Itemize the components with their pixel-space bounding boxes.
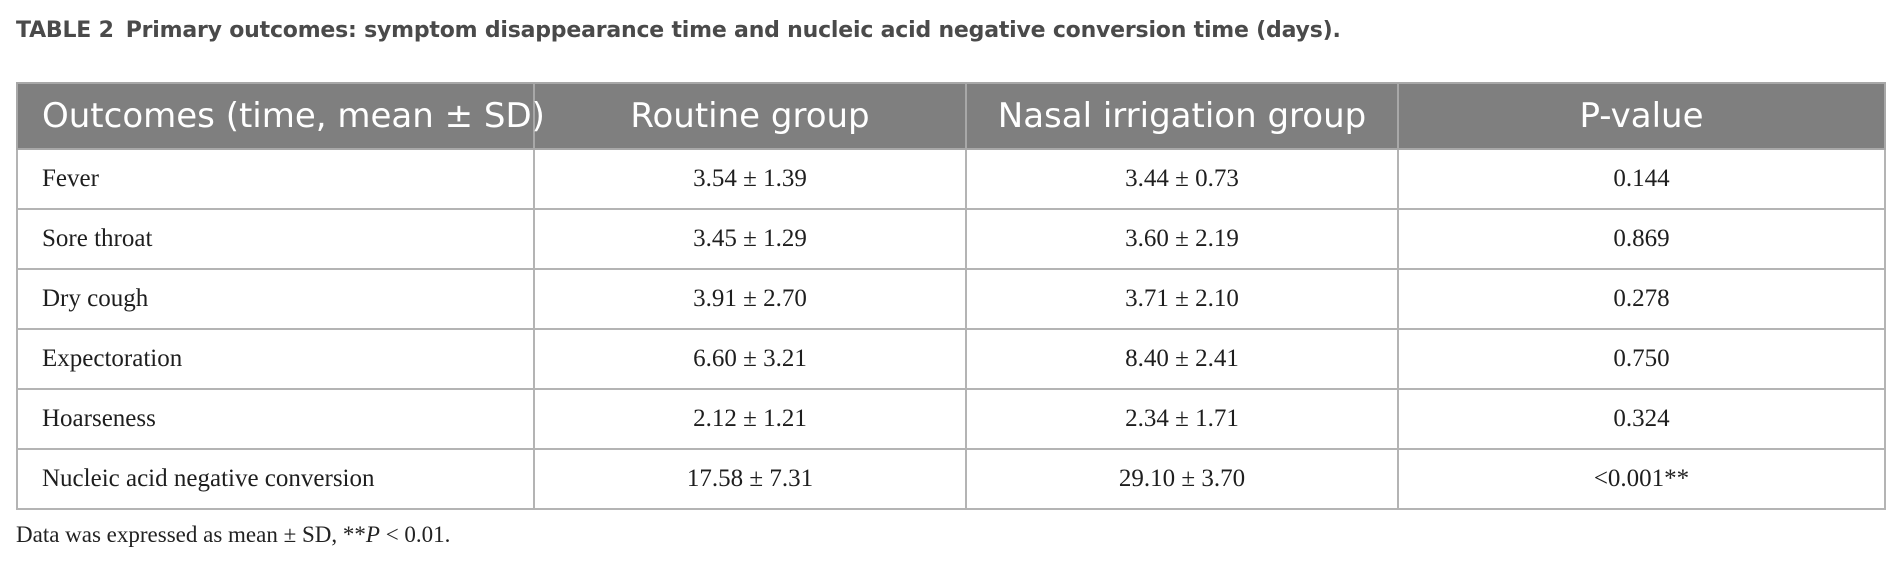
table-footnote: Data was expressed as mean ± SD, **P < 0… xyxy=(16,522,450,548)
row-nasal-value: 2.34 ± 1.71 xyxy=(965,388,1399,450)
table-label: TABLE 2 xyxy=(16,18,114,43)
row-routine-value: 3.45 ± 1.29 xyxy=(533,208,967,270)
row-routine-value: 6.60 ± 3.21 xyxy=(533,328,967,390)
row-outcome: Nucleic acid negative conversion xyxy=(16,448,535,510)
table-row: Nucleic acid negative conversion 17.58 ±… xyxy=(16,448,1886,510)
footnote-suffix: < 0.01. xyxy=(379,522,451,547)
row-p-value: 0.324 xyxy=(1397,388,1886,450)
row-p-value: 0.278 xyxy=(1397,268,1886,330)
header-outcomes: Outcomes (time, mean ± SD) xyxy=(16,82,545,150)
row-outcome: Expectoration xyxy=(16,328,535,390)
footnote-p-symbol: P xyxy=(365,522,380,547)
row-nasal-value: 3.44 ± 0.73 xyxy=(965,148,1399,210)
header-routine-group: Routine group xyxy=(533,82,967,150)
row-routine-value: 3.91 ± 2.70 xyxy=(533,268,967,330)
table-row: Dry cough 3.91 ± 2.70 3.71 ± 2.10 0.278 xyxy=(16,268,1886,330)
row-outcome: Fever xyxy=(16,148,535,210)
row-routine-value: 3.54 ± 1.39 xyxy=(533,148,967,210)
row-p-value: 0.869 xyxy=(1397,208,1886,270)
row-p-value: <0.001** xyxy=(1397,448,1886,510)
row-nasal-value: 29.10 ± 3.70 xyxy=(965,448,1399,510)
table-title: Primary outcomes: symptom disappearance … xyxy=(125,18,1341,43)
row-outcome: Hoarseness xyxy=(16,388,535,450)
row-outcome: Sore throat xyxy=(16,208,535,270)
outcomes-table: Outcomes (time, mean ± SD) Routine group… xyxy=(16,82,1886,510)
table-row: Hoarseness 2.12 ± 1.21 2.34 ± 1.71 0.324 xyxy=(16,388,1886,450)
header-p-value: P-value xyxy=(1397,82,1886,150)
row-nasal-value: 3.71 ± 2.10 xyxy=(965,268,1399,330)
header-row: Outcomes (time, mean ± SD) Routine group… xyxy=(16,82,1886,150)
footnote-prefix: Data was expressed as mean ± SD, ** xyxy=(16,522,366,547)
row-routine-value: 2.12 ± 1.21 xyxy=(533,388,967,450)
row-routine-value: 17.58 ± 7.31 xyxy=(533,448,967,510)
row-outcome: Dry cough xyxy=(16,268,535,330)
header-nasal-irrigation-group: Nasal irrigation group xyxy=(965,82,1399,150)
row-nasal-value: 8.40 ± 2.41 xyxy=(965,328,1399,390)
table-row: Fever 3.54 ± 1.39 3.44 ± 0.73 0.144 xyxy=(16,148,1886,210)
table-row: Expectoration 6.60 ± 3.21 8.40 ± 2.41 0.… xyxy=(16,328,1886,390)
row-p-value: 0.750 xyxy=(1397,328,1886,390)
row-p-value: 0.144 xyxy=(1397,148,1886,210)
table-caption: TABLE 2 Primary outcomes: symptom disappe… xyxy=(16,18,1341,43)
row-nasal-value: 3.60 ± 2.19 xyxy=(965,208,1399,270)
table-row: Sore throat 3.45 ± 1.29 3.60 ± 2.19 0.86… xyxy=(16,208,1886,270)
